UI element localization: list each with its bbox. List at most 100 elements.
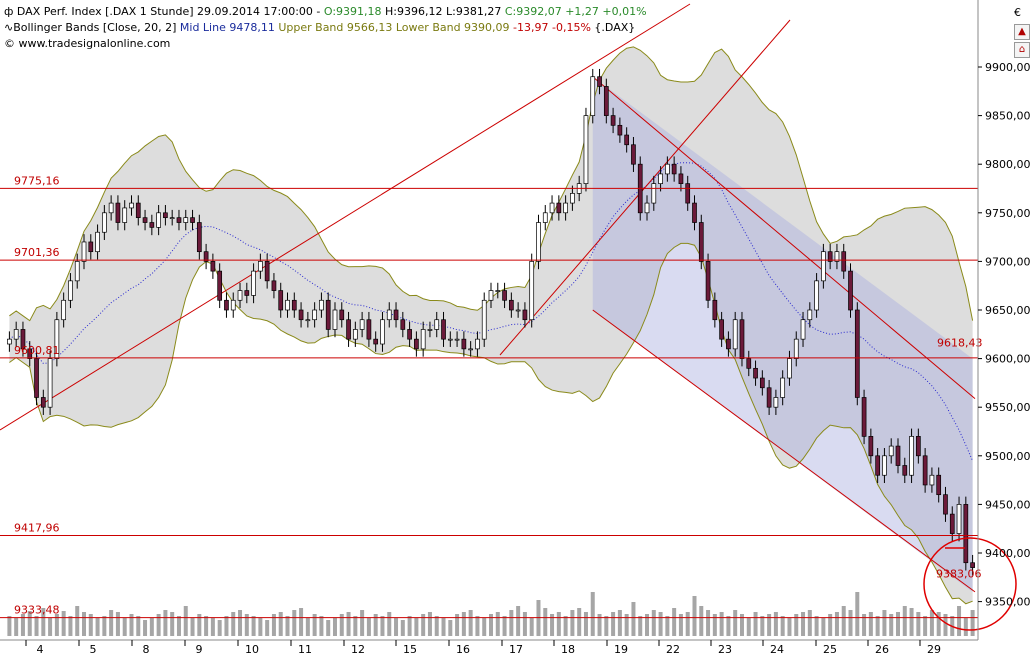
volume-bar — [448, 620, 453, 636]
candle-up — [68, 280, 73, 301]
candle-up — [536, 222, 541, 262]
candle-up — [427, 329, 433, 331]
volume-bar — [88, 614, 93, 636]
candle-up — [352, 329, 358, 340]
candle-down — [603, 86, 609, 116]
volume-bar — [115, 612, 120, 636]
x-axis-tick-label: 8 — [143, 643, 150, 656]
volume-bar — [353, 616, 358, 636]
website-text: www.tradesignalonline.com — [18, 37, 171, 50]
candle-down — [746, 358, 752, 369]
candle-down — [400, 319, 406, 330]
candle-down — [895, 445, 901, 466]
candle-down — [556, 202, 562, 214]
horizontal-level-label: 9775,16 — [14, 174, 60, 187]
volume-bar — [217, 620, 222, 636]
candle-down — [963, 504, 969, 564]
y-axis-tick-label: 9350,00 — [985, 596, 1031, 609]
candle-up — [468, 348, 474, 351]
volume-bar — [970, 610, 975, 636]
volume-bar — [719, 612, 724, 636]
volume-bar — [841, 606, 846, 636]
indicator-icon: ∿ — [4, 21, 14, 34]
candle-up — [563, 202, 568, 214]
high-value: H:9396,12 — [385, 5, 443, 18]
volume-bar — [475, 616, 480, 636]
volume-bar — [699, 606, 704, 636]
x-axis-tick-label: 16 — [456, 643, 470, 656]
volume-bar — [848, 610, 853, 636]
y-axis-tick-label: 9750,00 — [985, 207, 1031, 220]
candle-down — [617, 124, 623, 136]
volume-bar — [495, 612, 500, 636]
volume-bar — [801, 612, 806, 636]
candle-down — [407, 329, 412, 340]
volume-bar — [346, 612, 351, 636]
volume-bar — [597, 614, 602, 636]
volume-bar — [27, 611, 32, 636]
x-axis-tick-label: 22 — [666, 643, 680, 656]
candle-down — [678, 173, 684, 184]
volume-bar — [427, 612, 432, 636]
volume-bar — [638, 616, 643, 636]
candle-down — [203, 251, 209, 262]
candle-down — [922, 455, 928, 486]
volume-bar — [889, 614, 894, 636]
candle-down — [414, 338, 419, 350]
candle-up — [129, 202, 134, 209]
candle-down — [135, 202, 141, 219]
candle-up — [780, 377, 786, 398]
ohlc-header: ф DAX Perf. Index [.DAX 1 Stunde] 29.09.… — [4, 5, 647, 19]
volume-bar — [590, 592, 595, 636]
y-axis-tick-label: 9900,00 — [985, 61, 1031, 74]
volume-bar — [20, 614, 25, 636]
volume-bar — [787, 618, 792, 636]
candle-down — [508, 299, 514, 311]
volume-bar — [41, 608, 46, 636]
volume-bar — [455, 614, 460, 636]
volume-bar — [509, 610, 514, 636]
volume-bar — [312, 614, 317, 636]
volume-bar — [373, 614, 378, 636]
volume-bar — [122, 618, 127, 636]
volume-bar — [929, 610, 934, 636]
home-icon[interactable]: ⌂ — [1014, 42, 1030, 58]
scroll-up-button[interactable]: ▲ — [1014, 24, 1030, 40]
instrument-title: DAX Perf. Index [.DAX 1 Stunde] 29.09.20… — [16, 5, 324, 18]
candle-up — [956, 504, 962, 534]
website-line: © www.tradesignalonline.com — [4, 37, 170, 51]
volume-bar — [400, 620, 405, 636]
volume-bar — [258, 618, 263, 636]
volume-bar — [645, 614, 650, 636]
candle-down — [325, 299, 331, 330]
volume-bar — [767, 614, 772, 636]
candle-up — [481, 299, 487, 340]
indicator-change: -13,97 -0,15% — [513, 21, 591, 34]
volume-bar — [678, 614, 683, 636]
candle-down — [597, 76, 602, 87]
volume-bar — [414, 618, 419, 636]
candle-down — [88, 241, 94, 253]
candle-up — [74, 261, 80, 282]
x-axis-tick-label: 23 — [718, 643, 732, 656]
volume-bar — [617, 610, 622, 636]
volume-bar — [502, 616, 507, 636]
volume-bar — [407, 616, 412, 636]
volume-bar — [14, 618, 19, 636]
currency-symbol: € — [1014, 6, 1021, 19]
candle-up — [95, 231, 100, 253]
candle-down — [943, 494, 948, 515]
volume-bar — [244, 614, 249, 636]
bollinger-mid-line — [9, 162, 974, 462]
volume-bar — [468, 610, 473, 636]
volume-bar — [129, 614, 134, 636]
volume-bar — [238, 610, 243, 636]
volume-bar — [780, 616, 785, 636]
candle-down — [196, 222, 202, 253]
candle-down — [34, 358, 39, 398]
channel-price-label: 9618,43 — [937, 337, 983, 350]
candle-down — [685, 183, 691, 204]
candle-down — [217, 270, 223, 301]
candle-down — [366, 319, 372, 340]
volume-bar — [339, 614, 344, 636]
